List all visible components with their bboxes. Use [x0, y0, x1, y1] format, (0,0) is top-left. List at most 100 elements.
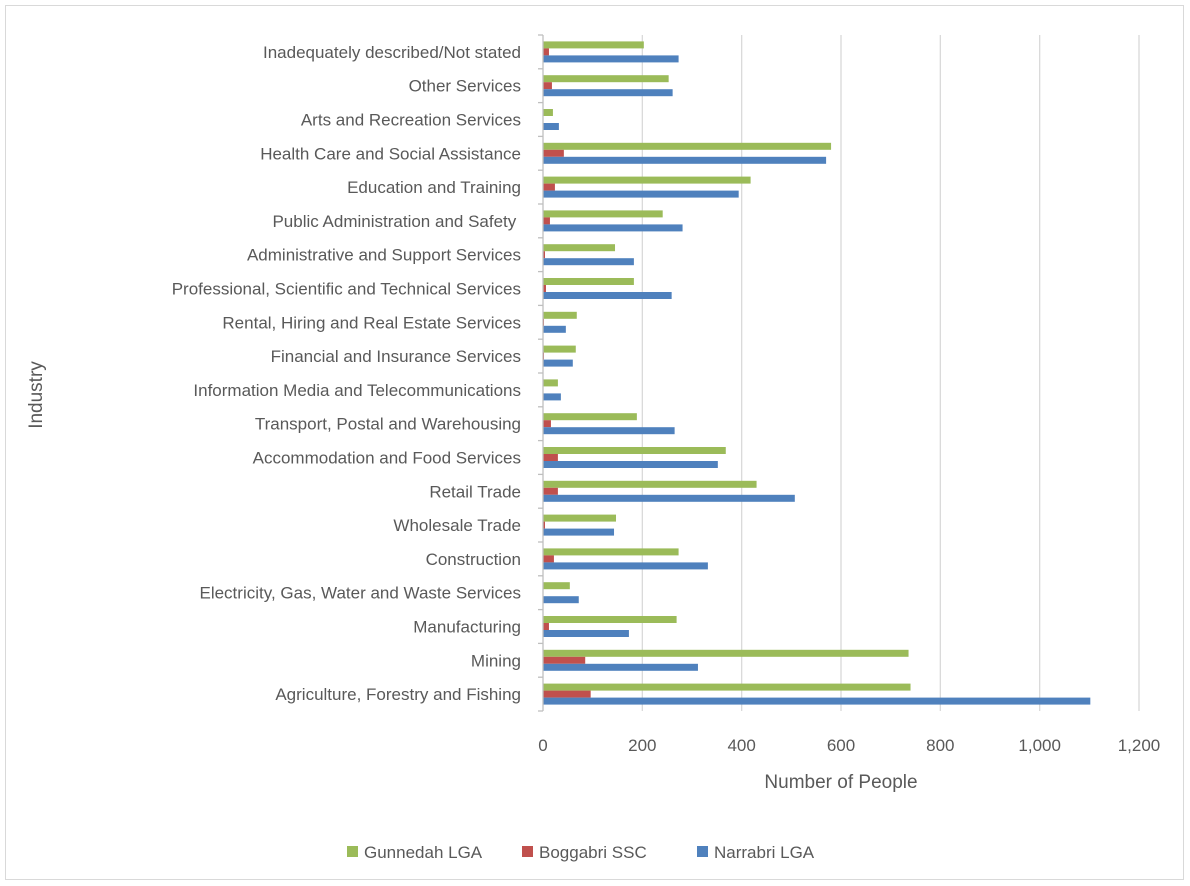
category-label: Agriculture, Forestry and Fishing	[275, 685, 521, 704]
bar-narrabri-lga	[543, 156, 827, 164]
bar-narrabri-lga	[543, 359, 573, 367]
x-axis-title: Number of People	[764, 772, 917, 793]
category-label: Professional, Scientific and Technical S…	[172, 280, 521, 299]
bar-boggabri-ssc	[543, 487, 558, 495]
bar-gunnedah-lga	[543, 345, 576, 353]
chart-border	[5, 5, 1184, 880]
bar-narrabri-lga	[543, 393, 561, 401]
legend-swatch-gunnedah	[347, 846, 358, 857]
bar-boggabri-ssc	[543, 251, 545, 259]
category-label: Arts and Recreation Services	[301, 111, 521, 130]
x-tick-label: 0	[538, 736, 547, 755]
bar-gunnedah-lga	[543, 311, 577, 319]
bar-narrabri-lga	[543, 562, 708, 570]
bar-boggabri-ssc	[543, 555, 554, 563]
bar-boggabri-ssc	[543, 454, 558, 461]
x-tick-label: 1,200	[1118, 736, 1161, 755]
category-label: Retail Trade	[429, 482, 521, 501]
category-label: Education and Training	[347, 178, 521, 197]
category-label: Mining	[471, 651, 521, 670]
bars	[543, 41, 1091, 705]
bar-gunnedah-lga	[543, 176, 751, 184]
category-label: Administrative and Support Services	[247, 246, 521, 265]
bar-narrabri-lga	[543, 427, 675, 435]
bar-narrabri-lga	[543, 325, 566, 333]
bar-gunnedah-lga	[543, 244, 616, 252]
category-label: Health Care and Social Assistance	[260, 144, 521, 163]
category-label: Wholesale Trade	[393, 516, 521, 535]
bar-gunnedah-lga	[543, 142, 832, 150]
bar-gunnedah-lga	[543, 480, 757, 488]
category-label: Manufacturing	[413, 618, 521, 637]
bar-boggabri-ssc	[543, 183, 555, 191]
bar-narrabri-lga	[543, 663, 698, 671]
category-label: Electricity, Gas, Water and Waste Servic…	[199, 584, 521, 603]
category-label: Other Services	[409, 77, 521, 96]
bar-boggabri-ssc	[543, 420, 551, 428]
bar-boggabri-ssc	[543, 285, 546, 292]
category-label: Transport, Postal and Warehousing	[255, 415, 521, 434]
bar-narrabri-lga	[543, 258, 634, 266]
y-axis-title: Industry	[26, 361, 47, 429]
bar-narrabri-lga	[543, 461, 718, 468]
bar-narrabri-lga	[543, 89, 673, 97]
category-label: Public Administration and Safety	[272, 212, 521, 231]
bar-boggabri-ssc	[543, 217, 550, 225]
legend-item-boggabri: Boggabri SSC	[522, 843, 647, 862]
bar-narrabri-lga	[543, 697, 1091, 705]
legend-swatch-boggabri	[522, 846, 533, 857]
x-tick-label: 800	[926, 736, 954, 755]
legend-label-boggabri: Boggabri SSC	[539, 843, 647, 862]
bar-gunnedah-lga	[543, 548, 679, 556]
axes	[538, 34, 544, 712]
category-label: Information Media and Telecommunications	[193, 381, 521, 400]
bar-gunnedah-lga	[543, 683, 911, 691]
category-label: Accommodation and Food Services	[253, 449, 521, 468]
legend-label-gunnedah: Gunnedah LGA	[364, 843, 483, 862]
category-labels: Inadequately described/Not stated Other S…	[172, 43, 521, 704]
bar-gunnedah-lga	[543, 447, 726, 454]
bar-gunnedah-lga	[543, 109, 553, 116]
legend-item-gunnedah: Gunnedah LGA	[347, 843, 483, 862]
bar-narrabri-lga	[543, 528, 615, 536]
legend-item-narrabri: Narrabri LGA	[697, 843, 815, 862]
bar-gunnedah-lga	[543, 41, 644, 49]
x-tick-label: 200	[628, 736, 656, 755]
bar-boggabri-ssc	[543, 149, 564, 157]
legend-swatch-narrabri	[697, 846, 708, 857]
bar-boggabri-ssc	[543, 82, 552, 90]
category-label: Inadequately described/Not stated	[263, 43, 521, 62]
legend: Gunnedah LGA Boggabri SSC Narrabri LGA	[347, 843, 815, 862]
category-label: Financial and Insurance Services	[271, 347, 521, 366]
bar-boggabri-ssc	[543, 521, 545, 529]
category-label: Construction	[426, 550, 521, 569]
bar-gunnedah-lga	[543, 278, 634, 285]
bar-narrabri-lga	[543, 494, 795, 502]
bar-gunnedah-lga	[543, 616, 677, 623]
bar-boggabri-ssc	[543, 48, 549, 56]
bar-boggabri-ssc	[543, 690, 591, 698]
bar-narrabri-lga	[543, 224, 683, 232]
bar-narrabri-lga	[543, 292, 672, 299]
bar-gunnedah-lga	[543, 379, 558, 387]
x-tick-label: 400	[727, 736, 755, 755]
legend-label-narrabri: Narrabri LGA	[714, 843, 815, 862]
x-tick-labels: 0 200 400 600 800 1,000 1,200	[538, 736, 1160, 755]
bar-narrabri-lga	[543, 630, 629, 637]
bar-narrabri-lga	[543, 596, 579, 604]
bar-gunnedah-lga	[543, 582, 570, 590]
x-tick-label: 1,000	[1018, 736, 1061, 755]
bar-boggabri-ssc	[543, 656, 586, 664]
bar-narrabri-lga	[543, 190, 739, 198]
bar-gunnedah-lga	[543, 413, 637, 421]
bar-gunnedah-lga	[543, 210, 663, 218]
category-label: Rental, Hiring and Real Estate Services	[222, 313, 521, 332]
bar-gunnedah-lga	[543, 75, 669, 83]
bar-narrabri-lga	[543, 55, 679, 63]
bar-gunnedah-lga	[543, 649, 909, 657]
bar-gunnedah-lga	[543, 514, 617, 522]
bar-boggabri-ssc	[543, 623, 549, 630]
x-tick-label: 600	[827, 736, 855, 755]
bar-narrabri-lga	[543, 123, 559, 130]
